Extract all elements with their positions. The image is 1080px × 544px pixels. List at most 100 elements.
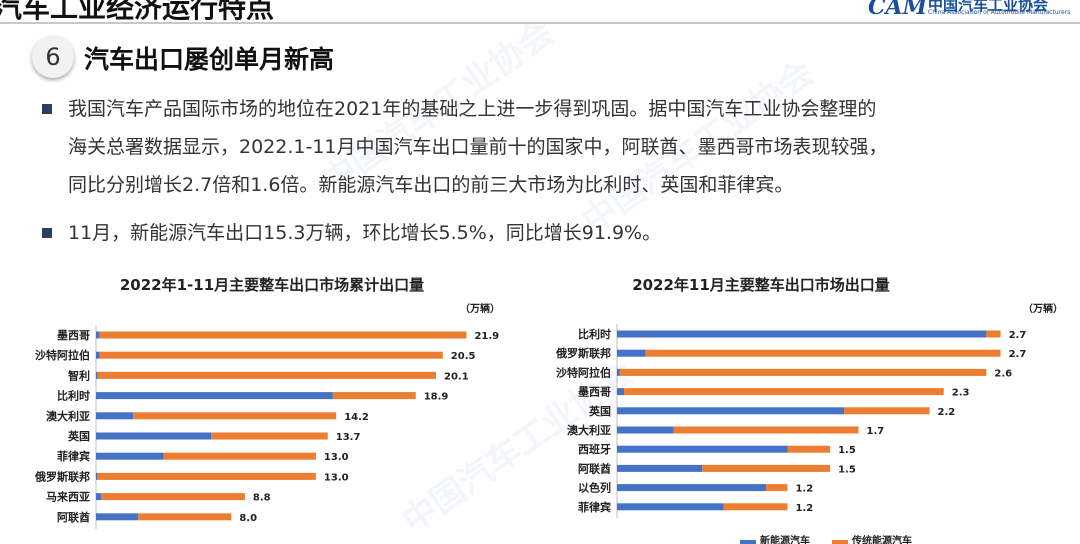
legend-swatch xyxy=(832,540,848,544)
data-label: 2.7 xyxy=(1009,330,1027,341)
bar-segment-traditional xyxy=(673,426,859,434)
bar-segment-new-energy xyxy=(96,371,98,379)
category-label: 阿联酋 xyxy=(57,510,90,524)
data-label: 21.9 xyxy=(474,331,499,342)
data-label: 2.3 xyxy=(952,388,970,399)
category-label: 沙特阿拉伯 xyxy=(35,348,90,362)
bar-segment-new-energy xyxy=(617,407,845,415)
category-label: 英国 xyxy=(67,429,90,443)
bar-segment-traditional xyxy=(844,407,930,415)
data-label: 1.7 xyxy=(867,426,885,437)
bar-segment-traditional xyxy=(97,371,437,379)
page-header-title: 汽车工业经济运行特点 xyxy=(0,0,275,24)
bullet-paragraph-1: 我国汽车产品国际市场的地位在2021年的基础之上进一步得到巩固。据中国汽车工业协… xyxy=(68,90,888,204)
category-label: 马来西亚 xyxy=(46,490,90,504)
legend-swatch xyxy=(740,540,756,544)
data-label: 1.2 xyxy=(795,503,813,514)
bar-segment-traditional xyxy=(99,331,467,339)
category-label: 比利时 xyxy=(57,389,90,403)
data-label: 13.0 xyxy=(324,452,349,463)
bullet-marker xyxy=(42,104,52,114)
data-label: 8.0 xyxy=(239,513,257,524)
bullet-paragraph-2: 11月，新能源汽车出口15.3万辆，环比增长5.5%，同比增长91.9%。 xyxy=(68,214,661,252)
cumulative-export-chart: 2022年1-11月主要整车出口市场累计出口量 （万辆） 墨西哥 21.9 沙特阿拉伯 2… xyxy=(34,276,500,529)
bar-segment-new-energy xyxy=(617,426,674,434)
category-label: 俄罗斯联邦 xyxy=(34,469,90,483)
top-bar: 汽车工业经济运行特点 CAM 中国汽车工业协会 China Associatio… xyxy=(0,0,1080,24)
bullet-line: 海关总署数据显示，2022.1-11月中国汽车出口量前十的国家中，阿联酋、墨西哥… xyxy=(68,136,888,158)
bar-segment-traditional xyxy=(99,351,443,359)
bar-segment-traditional xyxy=(702,464,831,472)
legend-label: 传统能源汽车 xyxy=(851,534,912,544)
section-title: 汽车出口屡创单月新高 xyxy=(84,45,335,74)
data-label: 20.1 xyxy=(444,371,469,382)
data-label: 1.5 xyxy=(838,445,856,456)
category-label: 智利 xyxy=(68,368,90,382)
bar-segment-new-energy xyxy=(96,493,102,501)
category-label: 以色列 xyxy=(578,481,611,495)
category-label: 菲律宾 xyxy=(57,449,90,463)
bar-segment-traditional xyxy=(766,484,788,492)
category-label: 墨西哥 xyxy=(578,386,611,399)
bullet-line: 同比分别增长2.7倍和1.6倍。新能源汽车出口的前三大市场为比利时、英国和菲律宾… xyxy=(68,174,794,196)
data-label: 1.2 xyxy=(795,484,813,495)
bar-segment-new-energy xyxy=(96,472,98,480)
bar-segment-new-energy xyxy=(617,503,724,511)
bar-segment-traditional xyxy=(211,432,328,440)
bar-segment-traditional xyxy=(645,349,1001,357)
data-label: 2.6 xyxy=(994,368,1012,379)
bar-segment-traditional xyxy=(986,330,1001,338)
section-number-badge: 6 xyxy=(32,36,74,78)
bar-segment-new-energy xyxy=(96,351,100,359)
chart-title: 2022年11月主要整车出口市场出口量 xyxy=(632,276,890,294)
bar-segment-traditional xyxy=(133,412,337,420)
bar-segment-traditional xyxy=(138,513,232,521)
bullet-line: 我国汽车产品国际市场的地位在2021年的基础之上进一步得到巩固。据中国汽车工业协… xyxy=(68,98,877,120)
bar-segment-new-energy xyxy=(96,331,100,339)
bar-segment-new-energy xyxy=(617,349,646,357)
bullet-line: 11月，新能源汽车出口15.3万辆，环比增长5.5%，同比增长91.9%。 xyxy=(68,222,662,244)
bar-segment-traditional xyxy=(624,388,944,396)
bar-segment-traditional xyxy=(619,368,987,376)
category-label: 澳大利亚 xyxy=(46,409,90,423)
bar-segment-traditional xyxy=(97,472,316,480)
legend-label: 新能源汽车 xyxy=(760,534,810,544)
data-label: 13.0 xyxy=(324,472,349,483)
bar-segment-traditional xyxy=(723,503,788,511)
category-label: 比利时 xyxy=(578,327,611,341)
category-label: 沙特阿拉伯 xyxy=(556,365,611,379)
bar-segment-new-energy xyxy=(96,513,139,521)
bullet-marker xyxy=(42,228,52,238)
bar-segment-traditional xyxy=(787,445,831,453)
bar-segment-traditional xyxy=(332,392,416,400)
category-label: 菲律宾 xyxy=(578,500,611,514)
caam-logo-chinese: 中国汽车工业协会 xyxy=(928,0,1049,14)
bar-segment-new-energy xyxy=(617,388,625,396)
bar-segment-new-energy xyxy=(96,452,164,460)
category-label: 西班牙 xyxy=(578,442,611,456)
bar-segment-new-energy xyxy=(617,484,767,492)
bar-segment-traditional xyxy=(163,452,316,460)
chart-title: 2022年1-11月主要整车出口市场累计出口量 xyxy=(120,276,424,294)
bar-segment-new-energy xyxy=(617,330,987,338)
bar-segment-new-energy xyxy=(617,368,620,376)
bar-segment-new-energy xyxy=(96,412,134,420)
category-label: 阿联酋 xyxy=(578,461,611,475)
data-label: 13.7 xyxy=(336,432,361,443)
caam-logo: CAM 中国汽车工业协会 China Association of Automo… xyxy=(868,0,1078,20)
november-export-chart: 2022年11月主要整车出口市场出口量 （万辆） 比利时 2.7 俄罗斯联邦 2.7 沙特阿… xyxy=(555,276,1063,544)
caam-logo-english: China Association of Automobile Manufact… xyxy=(928,9,1071,16)
caam-logo-mark: CAM xyxy=(868,0,927,20)
data-label: 20.5 xyxy=(451,351,476,362)
bar-segment-new-energy xyxy=(96,392,333,400)
bar-segment-new-energy xyxy=(96,432,212,440)
category-label: 墨西哥 xyxy=(57,329,90,342)
category-label: 英国 xyxy=(588,404,611,418)
bar-segment-traditional xyxy=(101,493,245,501)
data-label: 8.8 xyxy=(253,493,271,504)
unit-label: （万辆） xyxy=(460,302,500,315)
bar-segment-new-energy xyxy=(617,464,703,472)
header-divider xyxy=(0,22,1080,24)
data-label: 2.2 xyxy=(938,407,956,418)
category-label: 俄罗斯联邦 xyxy=(555,346,611,360)
